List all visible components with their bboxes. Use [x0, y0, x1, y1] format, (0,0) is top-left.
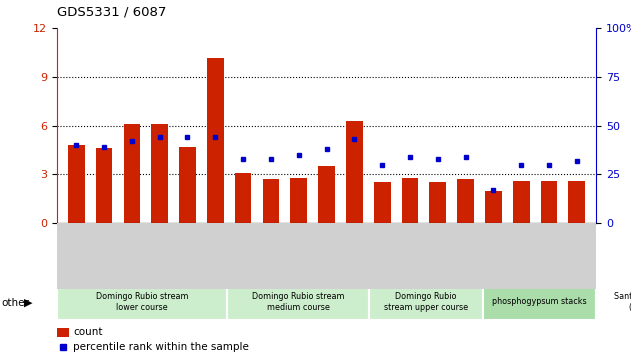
Bar: [290, 178, 307, 223]
Bar: [262, 179, 280, 223]
Bar: [569, 181, 585, 223]
Text: GDS5331 / 6087: GDS5331 / 6087: [57, 5, 166, 18]
Bar: [318, 166, 335, 223]
Text: Domingo Rubio stream
lower course: Domingo Rubio stream lower course: [96, 292, 188, 312]
Bar: [485, 190, 502, 223]
Bar: [96, 148, 112, 223]
Bar: [57, 283, 227, 320]
Bar: [374, 182, 391, 223]
Bar: [513, 181, 529, 223]
Bar: [68, 145, 85, 223]
Bar: [235, 173, 252, 223]
Text: percentile rank within the sample: percentile rank within the sample: [73, 342, 249, 353]
Bar: [124, 124, 140, 223]
Bar: [346, 121, 363, 223]
Text: Santa Olalla lagoon
(unpolluted): Santa Olalla lagoon (unpolluted): [614, 292, 631, 312]
Text: ▶: ▶: [24, 298, 32, 308]
Bar: [596, 283, 631, 320]
Bar: [207, 57, 223, 223]
Bar: [227, 283, 369, 320]
Text: other: other: [1, 298, 29, 308]
Text: Domingo Rubio
stream upper course: Domingo Rubio stream upper course: [384, 292, 468, 312]
Text: count: count: [73, 327, 102, 337]
Text: phosphogypsum stacks: phosphogypsum stacks: [492, 297, 587, 306]
Bar: [151, 124, 168, 223]
Bar: [369, 283, 483, 320]
Bar: [483, 283, 596, 320]
Bar: [401, 178, 418, 223]
Bar: [57, 327, 69, 337]
Text: Domingo Rubio stream
medium course: Domingo Rubio stream medium course: [252, 292, 345, 312]
Bar: [541, 181, 557, 223]
Bar: [179, 147, 196, 223]
Bar: [457, 179, 474, 223]
Bar: [430, 182, 446, 223]
